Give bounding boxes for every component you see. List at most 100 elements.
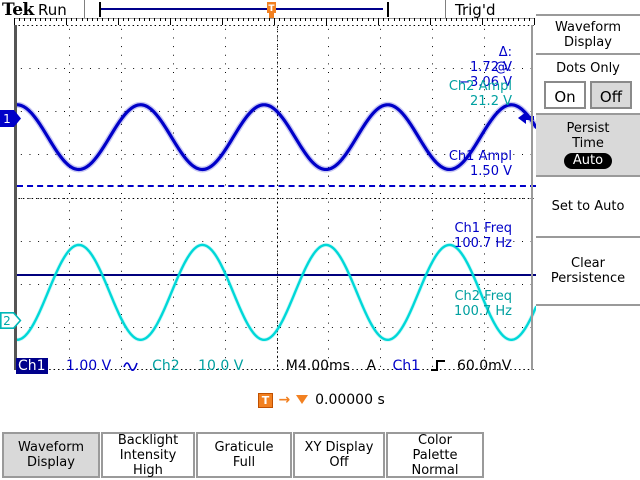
ruler-minor-tick xyxy=(373,18,374,21)
ruler-minor-tick xyxy=(165,18,166,21)
persist-time-line2: Time xyxy=(572,136,604,151)
side-menu-item-dots-only[interactable]: Dots Only On Off xyxy=(536,55,640,115)
ruler-minor-tick xyxy=(310,18,311,21)
ruler-minor-tick xyxy=(461,18,462,21)
bottom-menu-item-backlight-intensity[interactable]: Backlight Intensity High xyxy=(101,432,195,478)
graticule-top-edge xyxy=(17,25,536,26)
tek-logo: Tek xyxy=(2,0,34,20)
measurement-ch2-freq-value: 100.7 Hz xyxy=(454,304,512,319)
cursor-readout: Δ: 1.72 V xyxy=(317,30,512,90)
ruler-minor-tick xyxy=(492,18,493,21)
ruler-minor-tick xyxy=(196,18,197,21)
record-line xyxy=(101,8,383,10)
ch1-ground-marker[interactable]: 1 xyxy=(0,110,22,127)
trigger-source[interactable]: Ch1 xyxy=(392,358,421,374)
ruler-minor-tick xyxy=(269,18,270,21)
ruler-minor-tick xyxy=(347,18,348,21)
ruler-minor-tick xyxy=(160,18,161,21)
record-length-bar[interactable]: T xyxy=(99,1,389,19)
horizontal-position-ruler xyxy=(14,18,535,33)
graticule-vertical-divider xyxy=(121,25,122,370)
divider xyxy=(84,0,85,18)
ruler-minor-tick xyxy=(305,18,306,21)
bottom-menu-item-color-palette-line3: Normal xyxy=(411,462,459,478)
dots-only-off-button[interactable]: Off xyxy=(590,81,632,109)
trigger-delay-value: 0.00000 s xyxy=(315,392,385,408)
ruler-major-tick xyxy=(118,18,119,25)
ruler-minor-tick xyxy=(76,18,77,21)
ruler-minor-tick xyxy=(258,18,259,21)
dots-only-label: Dots Only xyxy=(556,61,620,76)
ruler-minor-tick xyxy=(144,18,145,21)
measurement-ch1-ampl-label: Ch1 Ampl xyxy=(448,149,512,164)
measurement-ch2-ampl-label: Ch2 Ampl xyxy=(448,79,512,94)
ruler-minor-tick xyxy=(56,18,57,21)
ruler-minor-tick xyxy=(425,18,426,21)
side-menu-item-clear-persistence[interactable]: Clear Persistence xyxy=(536,238,640,306)
ch2-vertical-scale[interactable]: 10.0 V xyxy=(198,358,244,374)
measurement-ch1-freq-value: 100.7 Hz xyxy=(454,236,512,251)
ruler-minor-tick xyxy=(513,18,514,21)
ruler-minor-tick xyxy=(149,18,150,21)
dots-only-on-button[interactable]: On xyxy=(544,81,586,109)
side-menu-item-persist-time[interactable]: Persist Time Auto xyxy=(536,115,640,177)
trigger-level-cursor[interactable] xyxy=(17,185,536,187)
ruler-minor-tick xyxy=(362,18,363,21)
trigger-level-value[interactable]: 60.0mV xyxy=(456,358,512,374)
ruler-minor-tick xyxy=(175,18,176,21)
bottom-menu-item-xy-display-line1: XY Display xyxy=(304,440,374,455)
ruler-minor-tick xyxy=(128,18,129,21)
ch1-vertical-scale[interactable]: 1.00 V xyxy=(66,358,112,374)
bottom-menu-item-xy-display-line2: Off xyxy=(329,455,349,470)
waveform-traces xyxy=(17,101,536,342)
timebase-scale[interactable]: M4.00ms xyxy=(285,358,350,374)
bottom-menu-item-waveform-display[interactable]: Waveform Display xyxy=(2,432,100,478)
side-menu-item-set-to-auto[interactable]: Set to Auto xyxy=(536,177,640,238)
ruler-major-tick xyxy=(222,18,223,25)
trigger-group-label: A xyxy=(366,358,377,374)
ch1-selected-badge[interactable]: Ch1 xyxy=(16,358,48,374)
ruler-minor-tick xyxy=(529,18,530,21)
measurement-ch1-ampl-value: 1.50 V xyxy=(470,164,512,179)
trigger-down-triangle-icon xyxy=(295,392,312,408)
bottom-menu-item-graticule-line2: Full xyxy=(232,455,256,470)
ruler-minor-tick xyxy=(342,18,343,21)
ruler-minor-tick xyxy=(134,18,135,21)
ruler-minor-tick xyxy=(414,18,415,21)
ruler-minor-tick xyxy=(420,18,421,21)
ruler-minor-tick xyxy=(61,18,62,21)
ruler-minor-tick xyxy=(383,18,384,21)
ruler-minor-tick xyxy=(206,18,207,21)
bottom-menu-item-xy-display[interactable]: XY Display Off xyxy=(293,432,385,478)
ruler-minor-tick xyxy=(82,18,83,21)
bottom-menu-item-graticule[interactable]: Graticule Full xyxy=(196,432,292,478)
graticule-vertical-divider xyxy=(432,25,433,370)
trigger-level-arrow-icon[interactable] xyxy=(518,110,534,126)
record-bracket xyxy=(99,2,389,17)
persist-time-line1: Persist xyxy=(566,121,610,136)
ruler-minor-tick xyxy=(503,18,504,21)
ruler-minor-tick xyxy=(357,18,358,21)
trigger-position-t-icon[interactable]: T xyxy=(266,1,277,19)
side-menu: Waveform Display Dots Only On Off Persis… xyxy=(536,14,640,429)
clear-persistence-line1: Clear xyxy=(571,256,605,271)
ruler-minor-tick xyxy=(191,18,192,21)
waveform-graticule[interactable]: Δ: 1.72 V @: −3.06 V Ch2 Ampl 21.2 V Ch1… xyxy=(14,25,536,370)
bottom-menu-item-waveform-display-line2: Display xyxy=(27,455,75,470)
svg-text:1: 1 xyxy=(3,112,11,126)
waveform-trace-ch1 xyxy=(17,103,536,172)
graticule-horizontal-divider xyxy=(17,284,536,285)
ch2-ground-marker[interactable]: 2 xyxy=(0,312,22,330)
bottom-menu-item-color-palette[interactable]: Color Palette Normal xyxy=(386,432,484,478)
ruler-minor-tick xyxy=(456,18,457,21)
measurement-cursor[interactable] xyxy=(17,274,536,276)
trigger-state: Trig'd xyxy=(455,1,496,19)
ruler-minor-tick xyxy=(201,18,202,21)
ruler-major-tick xyxy=(534,18,535,25)
persist-time-value[interactable]: Auto xyxy=(563,153,613,169)
svg-text:2: 2 xyxy=(3,314,11,328)
ruler-minor-tick xyxy=(435,18,436,21)
ch2-label[interactable]: Ch2 xyxy=(152,358,180,374)
ruler-minor-tick xyxy=(248,18,249,21)
ruler-major-tick xyxy=(170,18,171,25)
